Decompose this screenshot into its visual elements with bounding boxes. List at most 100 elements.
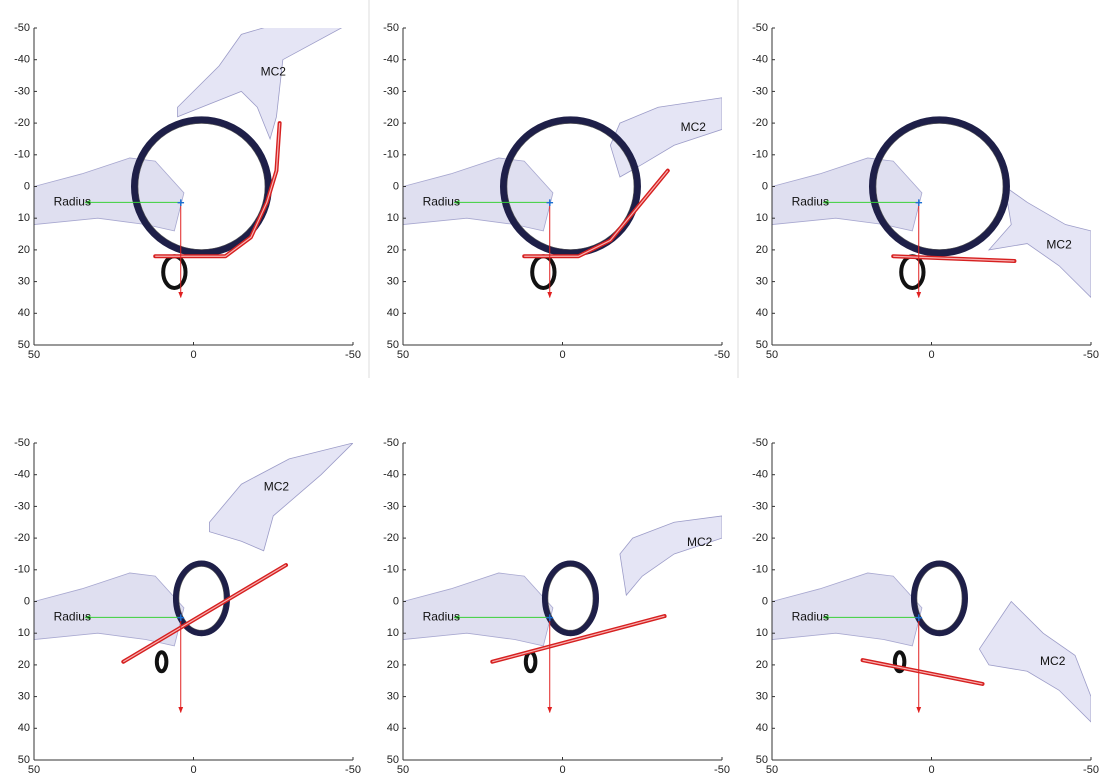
y-tick-label: -40 [14,54,30,66]
y-tick-label: 10 [387,627,399,639]
y-tick-label: 30 [18,276,30,288]
y-tick-label: 40 [756,722,768,734]
y-tick-label: 10 [18,212,30,224]
y-tick-label: 30 [387,691,399,703]
y-tick-label: 0 [393,595,399,607]
mc2-bone [209,443,353,551]
annotation: MC2 [261,65,287,79]
annotation: Radius [792,610,829,624]
y-tick-label: 0 [393,180,399,192]
plot-area: + Radius MC2 [772,563,1091,722]
x-tick-label: 50 [766,764,778,776]
y-tick-label: 40 [387,722,399,734]
annotation: Radius [423,195,460,209]
y-tick-label: 20 [18,244,30,256]
y-tick-label: -20 [14,532,30,544]
y-tick-label: 30 [18,691,30,703]
y-tick-label: -50 [752,437,768,449]
plot-area: + Radius MC2 [403,516,722,713]
y-tick-label: 20 [756,244,768,256]
x-tick-label: 0 [928,764,934,776]
x-tick-label: -50 [714,764,730,776]
annotation: MC2 [681,120,707,134]
y-tick-label: -30 [752,85,768,97]
y-tick-label: -40 [752,469,768,481]
y-tick-label: -30 [14,85,30,97]
y-tick-label: -10 [752,149,768,161]
small-ring [901,256,923,288]
y-tick-label: 40 [387,307,399,319]
y-tick-label: 20 [18,659,30,671]
y-tick-label: -50 [383,437,399,449]
y-tick-label: 30 [756,276,768,288]
plot-area: + Radius MC2 [403,98,722,298]
annotation: MC2 [1040,654,1066,668]
x-tick-label: 50 [766,349,778,361]
annotation: Radius [54,610,91,624]
x-tick-label: 0 [559,349,565,361]
origin-mark: + [915,610,923,625]
origin-mark: + [177,610,185,625]
y-tick-label: -50 [752,22,768,34]
y-tick-label: 40 [18,722,30,734]
x-tick-label: 0 [190,764,196,776]
annotation: MC2 [687,535,713,549]
y-tick-label: -40 [383,54,399,66]
x-tick-label: -50 [345,349,361,361]
x-tick-label: 0 [928,349,934,361]
y-tick-label: -10 [383,564,399,576]
x-tick-label: -50 [345,764,361,776]
y-tick-label: -10 [752,564,768,576]
x-tick-label: -50 [714,349,730,361]
y-tick-label: -20 [14,117,30,129]
y-tick-label: -20 [752,532,768,544]
y-tick-label: -30 [14,500,30,512]
x-tick-label: 0 [559,764,565,776]
y-tick-label: -40 [752,54,768,66]
annotation: MC2 [1046,237,1072,251]
origin-mark: + [177,195,185,210]
annotation: Radius [792,195,829,209]
y-tick-label: -10 [14,149,30,161]
y-tick-label: -30 [383,500,399,512]
y-tick-label: 30 [387,276,399,288]
ring-edge [917,566,962,630]
annotation: Radius [423,610,460,624]
y-tick-label: 30 [756,691,768,703]
y-tick-label: -50 [14,437,30,449]
y-tick-label: -30 [752,500,768,512]
y-tick-label: 20 [387,244,399,256]
x-tick-label: 0 [190,349,196,361]
mc2-bone [610,98,722,177]
y-tick-label: -50 [383,22,399,34]
origin-mark: + [546,195,554,210]
y-tick-label: 0 [762,595,768,607]
x-tick-label: 50 [28,764,40,776]
y-tick-label: -10 [383,149,399,161]
y-tick-label: 0 [762,180,768,192]
x-tick-label: 50 [28,349,40,361]
y-tick-label: 10 [756,212,768,224]
mc2-bone [620,516,722,595]
y-tick-label: 0 [24,595,30,607]
plot-area: +RadiusMC2 [34,18,353,297]
y-tick-label: 40 [756,307,768,319]
x-tick-label: 50 [397,349,409,361]
origin-mark: + [546,610,554,625]
small-ring [157,652,167,671]
x-tick-label: -50 [1083,349,1099,361]
y-tick-label: 20 [387,659,399,671]
ring-edge [548,566,593,630]
y-tick-label: 10 [387,212,399,224]
y-tick-label: 10 [756,627,768,639]
ring-edge [179,566,224,630]
y-tick-label: 20 [756,659,768,671]
y-tick-label: -50 [14,22,30,34]
y-tick-label: -40 [14,469,30,481]
